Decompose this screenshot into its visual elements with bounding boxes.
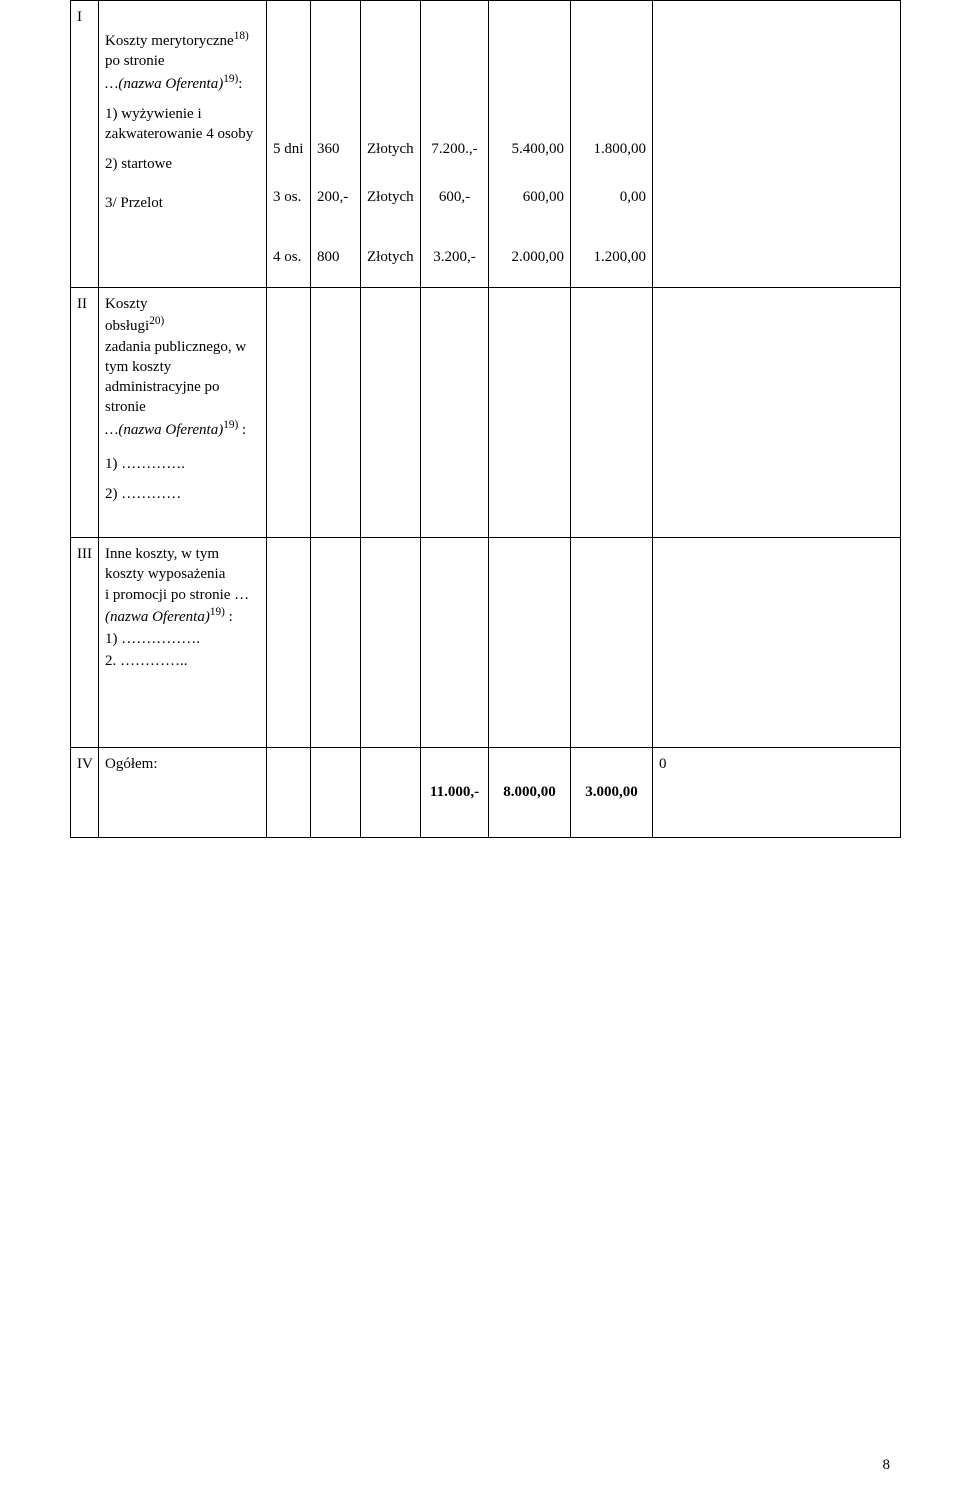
row-I-heading3: …(nazwa Oferenta) (105, 76, 223, 92)
row-I-desc: Koszty merytoryczne18) po stronie …(nazw… (99, 1, 267, 288)
row-III-item1: 1) ……………. (105, 629, 260, 649)
row-IV-d: 0 (653, 748, 901, 838)
row-I-col-d (653, 1, 901, 288)
row-I-heading2: po stronie (105, 53, 165, 69)
row-I-heading3-sup: 19) (223, 73, 238, 85)
row-IV-num: IV (71, 748, 99, 838)
row-II-desc: Koszty obsługi20) zadania publicznego, w… (99, 288, 267, 538)
row-I-item2: 2) startowe (105, 154, 260, 174)
row-IV: IV Ogółem: 11.000,- 8.000,00 3.000,00 0 (71, 748, 901, 838)
row-III-item2: 2. ………….. (105, 651, 260, 671)
row-I-item1: 1) wyżywienie i zakwaterowanie 4 osoby (105, 104, 260, 145)
row-I-heading-sup: 18) (234, 30, 249, 42)
row-I-heading: Koszty merytoryczne (105, 33, 234, 49)
row-III-desc: Inne koszty, w tym koszty wyposażenia i … (99, 538, 267, 748)
row-I-col-c: 1.800,00 0,00 1.200,00 (571, 1, 653, 288)
document-page: I Koszty merytoryczne18) po stronie …(na… (0, 0, 960, 1492)
row-I-rate: 360 200,- 800 (311, 1, 361, 288)
row-II-item1: 1) …………. (105, 454, 260, 474)
row-II: II Koszty obsługi20) zadania publicznego… (71, 288, 901, 538)
row-I: I Koszty merytoryczne18) po stronie …(na… (71, 1, 901, 288)
row-III: III Inne koszty, w tym koszty wyposażeni… (71, 538, 901, 748)
row-IV-c: 3.000,00 (571, 748, 653, 838)
row-IV-label: Ogółem: (99, 748, 267, 838)
row-I-unit: Złotych Złotych Złotych (361, 1, 421, 288)
page-number: 8 (883, 1457, 891, 1474)
row-IV-b: 8.000,00 (489, 748, 571, 838)
row-I-num: I (71, 1, 99, 288)
row-II-item2: 2) ………… (105, 484, 260, 504)
row-I-qty: 5 dni 3 os. 4 os. (267, 1, 311, 288)
row-IV-a: 11.000,- (421, 748, 489, 838)
cost-table: I Koszty merytoryczne18) po stronie …(na… (70, 0, 901, 838)
row-III-num: III (71, 538, 99, 748)
row-I-col-a: 7.200.,- 600,- 3.200,- (421, 1, 489, 288)
row-I-col-b: 5.400,00 600,00 2.000,00 (489, 1, 571, 288)
row-I-item3: 3/ Przelot (105, 193, 260, 213)
row-II-num: II (71, 288, 99, 538)
